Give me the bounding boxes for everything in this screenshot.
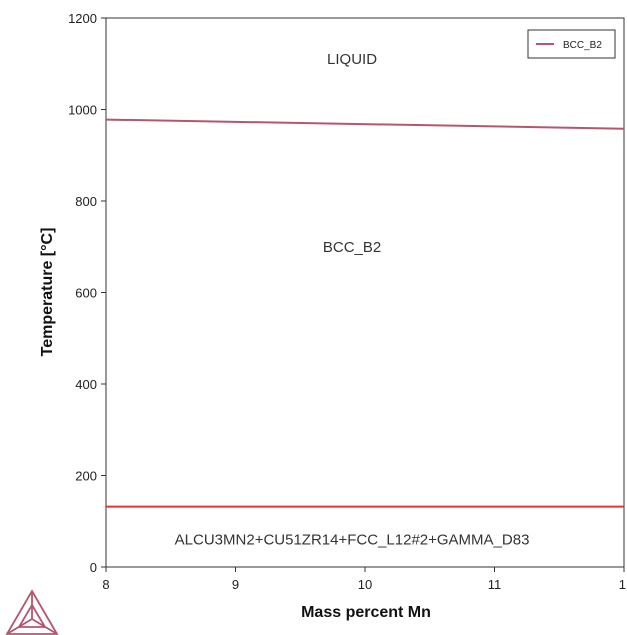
y-tick-label: 800	[75, 194, 97, 209]
legend-label: BCC_B2	[563, 40, 602, 51]
region-label: LIQUID	[327, 51, 377, 68]
x-tick-label: 1	[619, 577, 626, 592]
series-layer	[105, 118, 625, 508]
x-tick-label: 11	[488, 577, 502, 592]
triangle-logo-icon	[5, 589, 59, 635]
y-tick-label: 1000	[68, 103, 97, 118]
y-tick-label: 1200	[68, 11, 97, 26]
region-labels: LIQUID BCC_B2 ALCU3MN2+CU51ZR14+FCC_L12#2+…	[175, 51, 530, 548]
x-axis-title: Mass percent Mn	[301, 604, 431, 621]
series-line-0	[105, 118, 625, 130]
legend: BCC_B2	[527, 29, 616, 59]
x-axis-ticks: 8 9 10 11 1	[102, 567, 626, 592]
region-label: ALCU3MN2+CU51ZR14+FCC_L12#2+GAMMA_D83	[175, 532, 530, 549]
y-tick-label: 600	[75, 286, 97, 301]
y-tick-label: 0	[90, 560, 97, 575]
y-axis-ticks: 0 200 400 600 800 1000 1200	[68, 11, 106, 575]
x-tick-label: 8	[102, 577, 109, 592]
legend-box	[527, 29, 616, 59]
plot-frame	[105, 17, 625, 568]
y-tick-label: 200	[75, 469, 97, 484]
y-axis-title: Temperature [°C]	[39, 228, 56, 357]
x-tick-label: 10	[358, 577, 372, 592]
y-tick-label: 400	[75, 377, 97, 392]
x-tick-label: 9	[232, 577, 239, 592]
region-label: BCC_B2	[323, 239, 381, 256]
